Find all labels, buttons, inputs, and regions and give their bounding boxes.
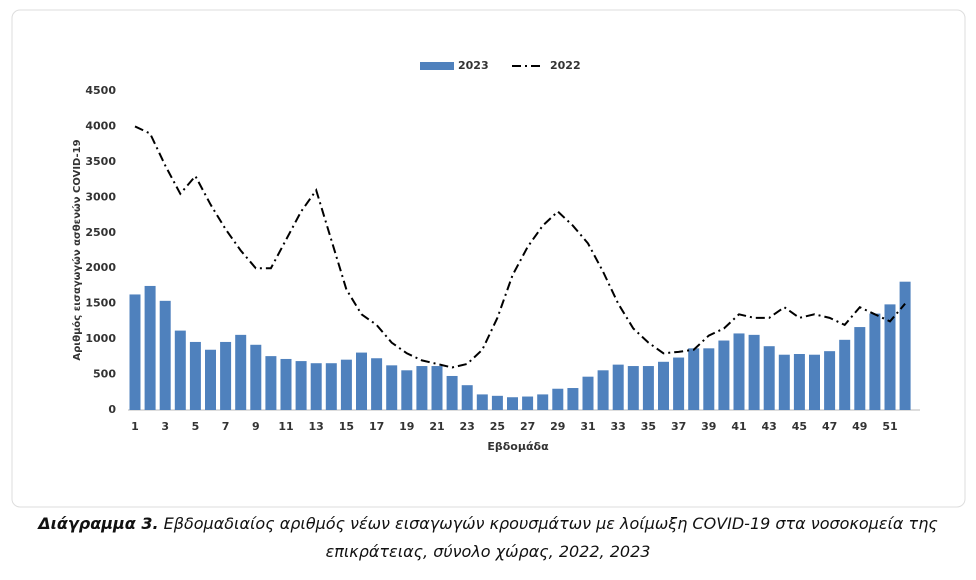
x-tick-label: 9 (252, 420, 260, 433)
x-tick-label: 21 (429, 420, 444, 433)
line (134, 125, 906, 369)
x-tick-label: 27 (520, 420, 535, 433)
x-tick-label: 7 (222, 420, 230, 433)
bar (431, 366, 443, 410)
x-tick-label: 13 (309, 420, 324, 433)
bar (899, 281, 911, 410)
bar (280, 358, 292, 410)
y-tick-label: 500 (93, 368, 116, 381)
caption: Διάγραμμα 3. Εβδομαδιαίος αριθμός νέων ε… (10, 510, 966, 566)
bar (159, 300, 171, 410)
bar (537, 394, 549, 410)
bar (235, 334, 247, 410)
bar (310, 363, 322, 410)
bar (522, 396, 534, 410)
bar (809, 354, 820, 410)
x-tick-label: 33 (611, 420, 626, 433)
bar (325, 363, 337, 410)
x-tick-label: 23 (460, 420, 475, 433)
bar (597, 370, 609, 410)
bar (174, 330, 186, 410)
caption-text: Εβδομαδιαίος αριθμός νέων εισαγωγών κρου… (163, 514, 938, 561)
x-tick-label: 37 (671, 420, 686, 433)
x-tick-label: 31 (580, 420, 595, 433)
bar (220, 341, 232, 410)
bar (552, 388, 564, 410)
x-tick-label: 19 (399, 420, 414, 433)
y-tick-label: 4000 (85, 119, 116, 132)
bar (250, 344, 262, 410)
bar (371, 358, 383, 410)
bar (401, 370, 413, 410)
y-tick-label: 0 (108, 403, 116, 416)
x-tick-label: 45 (792, 420, 807, 433)
x-tick-label: 15 (339, 420, 354, 433)
bar (673, 357, 685, 410)
x-tick-label: 47 (822, 420, 837, 433)
y-tick-label: 3500 (85, 155, 116, 168)
y-tick-label: 2000 (85, 261, 116, 274)
bar (582, 376, 594, 410)
bar (869, 313, 881, 410)
x-axis-label: Εβδομάδα (487, 440, 549, 453)
bar (733, 333, 745, 410)
x-tick-label: 35 (641, 420, 656, 433)
y-tick-label: 3000 (85, 190, 116, 203)
bar (507, 397, 518, 410)
x-tick-label: 11 (278, 420, 293, 433)
bar (189, 341, 201, 410)
x-tick-label: 39 (701, 420, 716, 433)
bar (386, 365, 398, 410)
legend-swatch (420, 62, 454, 70)
bar (688, 348, 700, 410)
x-tick-label: 51 (882, 420, 897, 433)
bar (356, 352, 367, 410)
bar (295, 361, 307, 410)
x-tick-label: 25 (490, 420, 505, 433)
bar (642, 366, 654, 410)
x-tick-label: 17 (369, 420, 384, 433)
bar (778, 354, 790, 410)
bar (658, 361, 669, 410)
bar (793, 353, 805, 410)
bar (763, 346, 775, 410)
x-tick-label: 3 (161, 420, 169, 433)
chart: Εβδομάδα Αριθμός εισαγωγών ασθενών COVID… (11, 9, 966, 508)
bar (748, 334, 760, 410)
bar (340, 359, 352, 410)
x-tick-label: 1 (131, 420, 139, 433)
caption-label: Διάγραμμα 3. (38, 514, 159, 533)
bar (824, 351, 836, 410)
bar (416, 366, 428, 410)
legend-label: 2023 (458, 59, 489, 72)
bar (491, 395, 503, 410)
bar (612, 364, 624, 410)
bar (129, 294, 141, 410)
bar (627, 366, 639, 410)
bar (476, 394, 488, 410)
bar (839, 339, 851, 410)
bar (144, 285, 156, 410)
bar (461, 385, 473, 410)
bar (446, 375, 458, 410)
legend-label: 2022 (550, 59, 581, 72)
bar (567, 388, 579, 410)
y-tick-label: 2500 (85, 226, 116, 239)
y-axis-label: Αριθμός εισαγωγών ασθενών COVID-19 (71, 139, 83, 360)
x-tick-label: 29 (550, 420, 565, 433)
bar (205, 349, 216, 410)
x-tick-label: 49 (852, 420, 867, 433)
bar (265, 356, 277, 410)
x-tick-label: 41 (731, 420, 746, 433)
x-tick-label: 43 (762, 420, 777, 433)
bar (884, 304, 896, 410)
bar (703, 348, 715, 410)
y-tick-label: 1500 (85, 297, 116, 310)
bar (854, 327, 866, 410)
bar (718, 340, 730, 410)
y-tick-label: 1000 (85, 332, 116, 345)
y-tick-label: 4500 (85, 84, 116, 97)
x-tick-label: 5 (192, 420, 200, 433)
